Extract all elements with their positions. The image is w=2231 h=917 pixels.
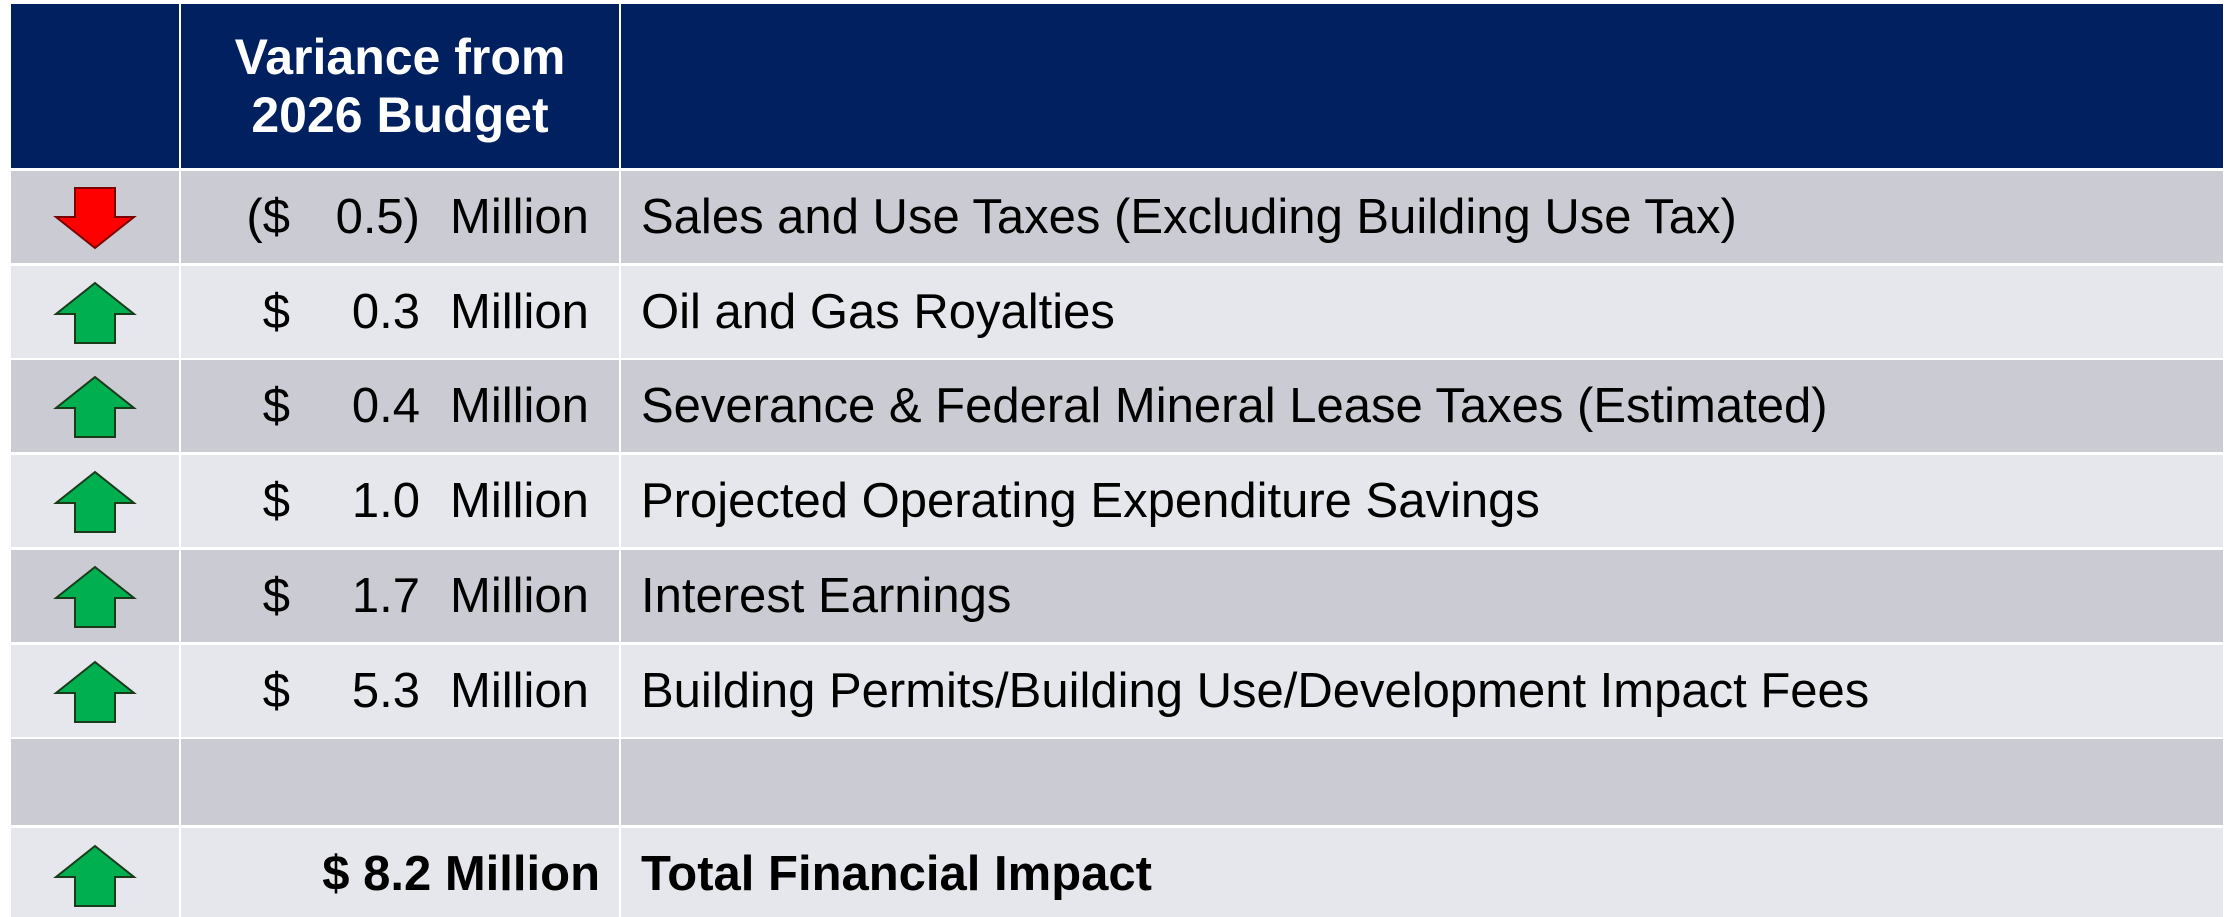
amount-unit: Million <box>450 284 589 339</box>
arrow-shape <box>53 565 137 628</box>
row-cell <box>621 455 2223 548</box>
trend-arrow <box>53 470 137 534</box>
row-cell <box>181 265 619 358</box>
amount-unit: Million <box>450 568 589 623</box>
row-cell <box>621 265 2223 358</box>
header-cell <box>621 4 2223 168</box>
total-amount: $ 8.2 Million <box>322 847 600 902</box>
amount-value: 1.0 <box>351 474 420 529</box>
amount-value: 1.7 <box>351 568 420 623</box>
amount-value: 0.5) <box>335 190 420 244</box>
amount-unit: Million <box>450 663 589 718</box>
trend-arrow <box>53 187 137 250</box>
amount-sign: $ <box>262 663 290 718</box>
trend-arrow <box>53 660 137 723</box>
amount-sign: $ <box>262 568 290 623</box>
arrow-shape <box>53 660 137 723</box>
amount-unit: Million <box>450 379 589 434</box>
row-label: Interest Earnings <box>641 568 1012 623</box>
row-label: Severance & Federal Mineral Lease Taxes … <box>641 379 1828 434</box>
row-cell <box>621 549 2223 642</box>
total-cell <box>621 828 2223 917</box>
amount-sign: ($ <box>246 190 290 244</box>
arrow-shape <box>53 281 137 344</box>
trend-arrow <box>53 376 137 439</box>
empty-cell <box>621 739 2223 826</box>
row-cell <box>621 360 2223 453</box>
trend-arrow <box>53 281 137 344</box>
trend-arrow <box>53 565 137 628</box>
arrow-shape <box>53 844 137 908</box>
arrow-shape <box>53 187 137 250</box>
header-cell <box>11 4 179 168</box>
amount-value: 5.3 <box>351 663 420 718</box>
empty-cell <box>181 739 619 826</box>
amount-value: 0.4 <box>351 379 420 434</box>
row-cell <box>621 644 2223 737</box>
trend-arrow <box>53 844 137 908</box>
arrow-shape <box>53 470 137 534</box>
amount-sign: $ <box>262 284 290 339</box>
row-label: Building Permits/Building Use/Developmen… <box>641 663 1870 718</box>
amount-unit: Million <box>450 474 589 529</box>
row-cell <box>181 644 619 737</box>
arrow-shape <box>53 376 137 439</box>
total-label: Total Financial Impact <box>641 847 1152 902</box>
row-cell <box>181 360 619 453</box>
row-label: Oil and Gas Royalties <box>641 284 1115 339</box>
amount-sign: $ <box>262 379 290 434</box>
row-cell <box>181 549 619 642</box>
total-cell <box>181 828 619 917</box>
amount-sign: $ <box>262 474 290 529</box>
row-label: Projected Operating Expenditure Savings <box>641 474 1540 529</box>
amount-value: 0.3 <box>351 284 420 339</box>
row-cell <box>181 171 619 263</box>
row-cell <box>181 455 619 548</box>
row-cell <box>621 171 2223 263</box>
empty-cell <box>11 739 179 826</box>
amount-unit: Million <box>450 190 589 244</box>
header-cell <box>181 4 619 168</box>
header-title: Variance from 2026 Budget <box>234 29 566 143</box>
row-label: Sales and Use Taxes (Excluding Building … <box>641 190 1737 244</box>
